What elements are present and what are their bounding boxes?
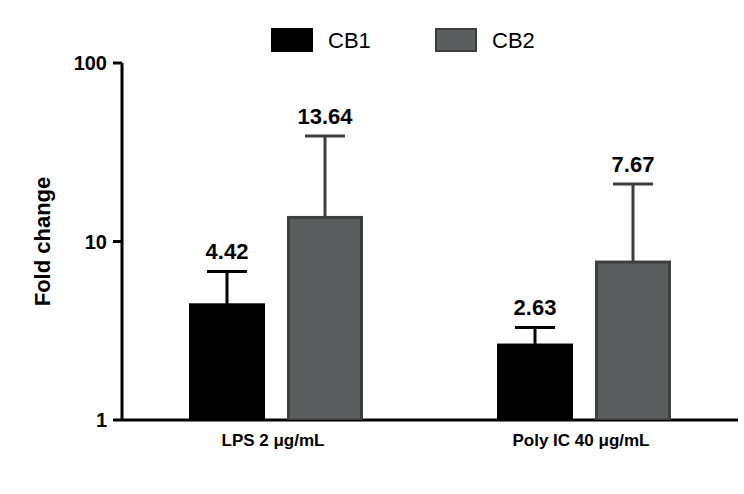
error-bar [515,327,555,345]
y-tick [113,419,122,422]
data-label: 13.64 [297,104,353,129]
y-tick [113,62,122,65]
chart: 1 10 100 Fold change 4.42 13.64 2.63 7.67 LPS 2 … [0,0,744,494]
y-tick-label: 100 [74,52,107,74]
y-tick-label: 1 [96,409,107,431]
data-label: 4.42 [206,239,249,264]
data-labels: 4.42 13.64 2.63 7.67 [206,104,655,321]
bar [191,305,264,420]
bar [289,217,362,420]
bar [597,262,670,420]
category-label: Poly IC 40 μg/mL [513,431,650,450]
bar [499,345,572,420]
error-bar [613,184,653,262]
error-bar [207,271,247,304]
y-axis-label: Fold change [30,177,55,307]
y-tick [113,240,122,243]
legend-label: CB2 [492,28,535,53]
legend-swatch [272,29,312,51]
data-label: 7.67 [612,152,655,177]
category-label: LPS 2 μg/mL [222,431,325,450]
legend-label: CB1 [328,28,371,53]
legend: CB1 CB2 [272,28,535,53]
legend-swatch [436,29,476,51]
error-bar [305,136,345,218]
bars [191,136,670,420]
y-tick-label: 10 [85,231,107,253]
data-label: 2.63 [514,295,557,320]
